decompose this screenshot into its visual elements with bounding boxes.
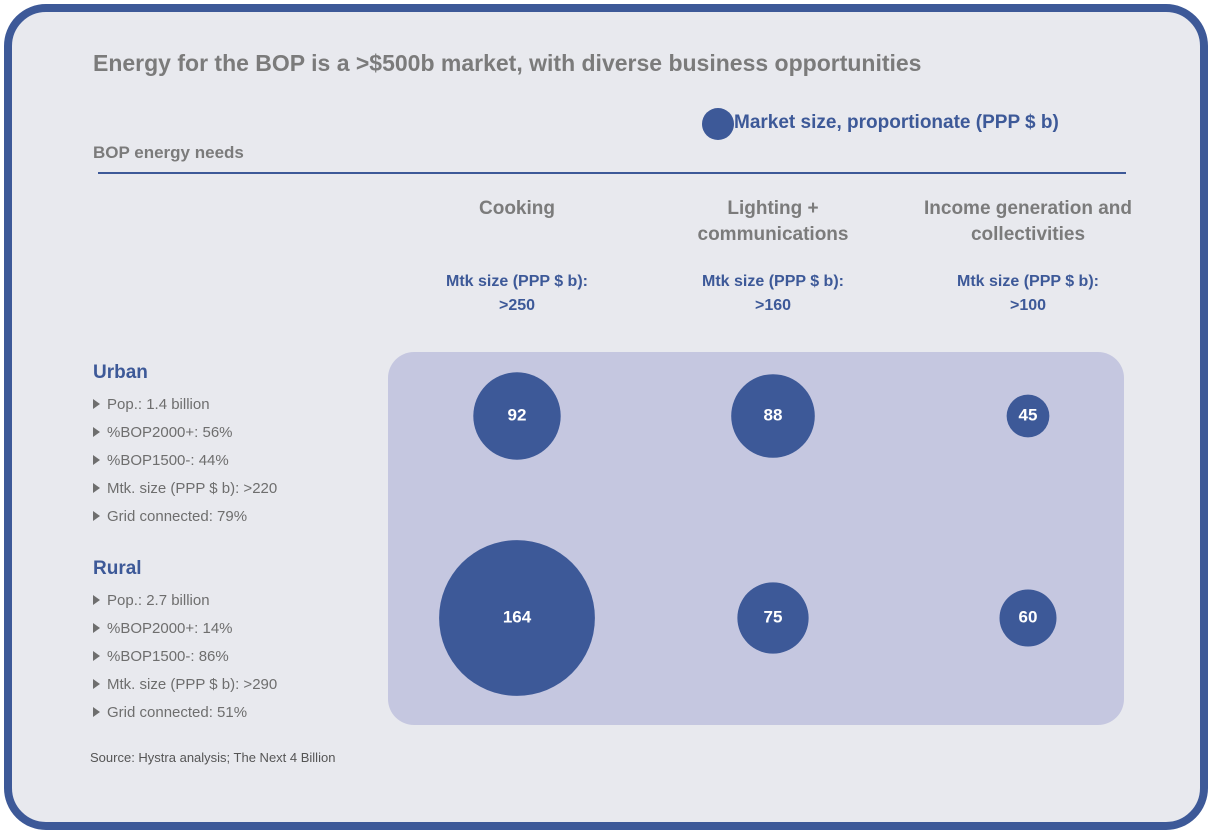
column-header: Income generation and collectivities [924, 198, 1132, 245]
chart-title: Energy for the BOP is a >$500b market, w… [93, 50, 922, 76]
row-detail: Pop.: 2.7 billion [93, 592, 210, 609]
row-detail: %BOP2000+: 56% [93, 424, 233, 441]
row-detail: Pop.: 1.4 billion [93, 396, 210, 413]
bubble-label: 88 [764, 405, 783, 424]
row-label: Rural [93, 558, 142, 579]
column-header: Cooking [479, 198, 555, 219]
bubble [999, 589, 1057, 647]
column-header: Lighting + communications [697, 198, 849, 245]
row-detail: %BOP1500-: 86% [93, 648, 229, 665]
row-detail: Grid connected: 79% [93, 508, 247, 525]
row-detail: Mtk. size (PPP $ b): >220 [93, 480, 277, 497]
row-detail: Mtk. size (PPP $ b): >290 [93, 676, 277, 693]
page: 92 88 45 164 75 60 Energy for the BOP is a >$… [0, 0, 1212, 787]
subtitle: BOP energy needs [93, 143, 244, 162]
row-detail: %BOP2000+: 14% [93, 620, 233, 637]
column-note: Mtk size (PPP $ b): >250 [446, 273, 588, 314]
legend-marker [702, 108, 734, 140]
row-detail: %BOP1500-: 44% [93, 452, 229, 469]
divider [98, 172, 1126, 174]
row-label: Urban [93, 362, 148, 383]
legend-label: Market size, proportionate (PPP $ b) [734, 112, 1059, 133]
bubble-label: 45 [1019, 405, 1038, 424]
bubble-label: 75 [764, 607, 783, 626]
bubble-label: 92 [508, 405, 527, 424]
bubble-label: 60 [1019, 607, 1038, 626]
bubble [737, 582, 809, 654]
chart: 92 88 45 164 75 60 [388, 352, 1124, 725]
bubble [731, 374, 815, 458]
bubble-label: 164 [503, 607, 532, 626]
row-detail: Grid connected: 51% [93, 704, 247, 721]
bubble [1006, 394, 1050, 438]
source: Source: Hystra analysis; The Next 4 Bill… [90, 750, 336, 765]
bubble [473, 372, 561, 460]
bubble [439, 540, 595, 696]
column-note: Mtk size (PPP $ b): >160 [702, 273, 844, 314]
column-note: Mtk size (PPP $ b): >100 [957, 273, 1099, 314]
